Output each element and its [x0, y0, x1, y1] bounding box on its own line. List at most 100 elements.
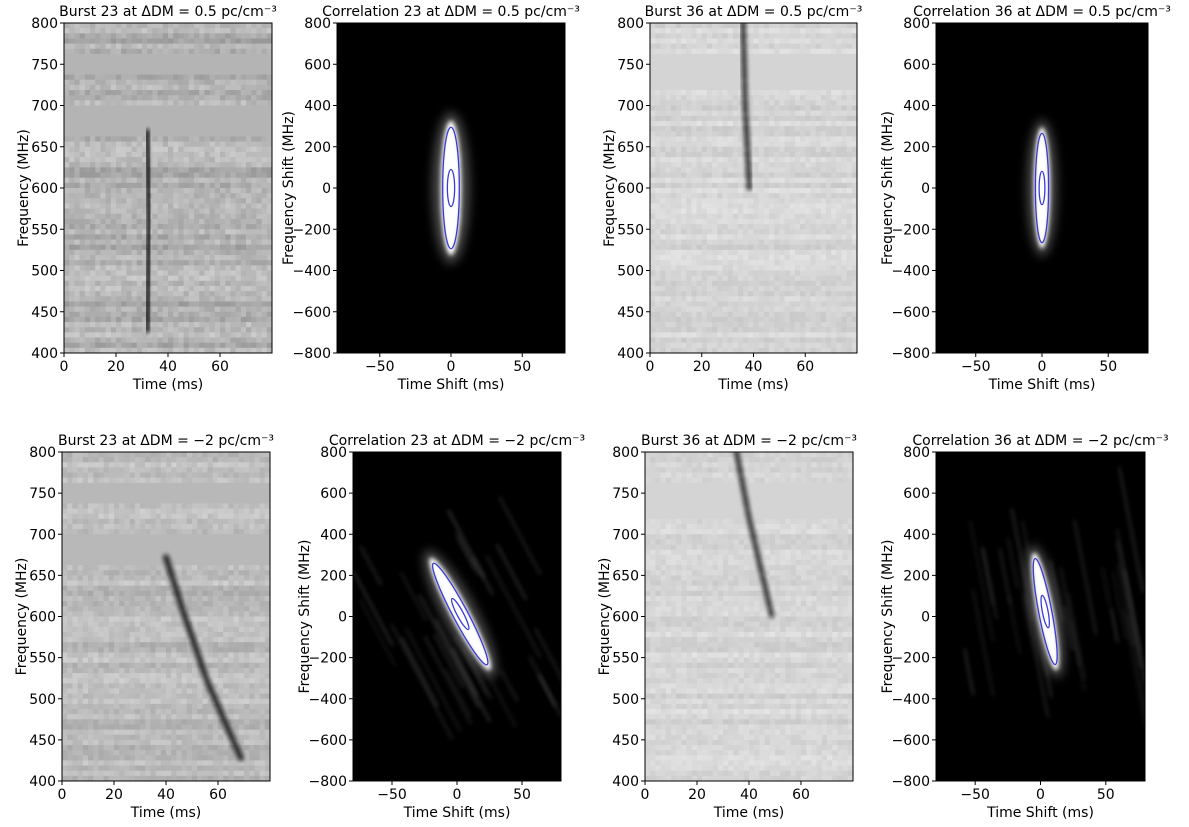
pixel [784, 234, 791, 241]
pixel [732, 327, 739, 333]
pixel [737, 213, 744, 220]
pixel [805, 265, 812, 272]
pixel [209, 255, 216, 261]
pixel [88, 508, 94, 515]
pixel [178, 172, 185, 179]
pixel [717, 193, 724, 199]
pixel [696, 172, 703, 179]
pixel [126, 234, 133, 241]
pixel [162, 249, 169, 256]
pixel [69, 270, 75, 277]
pixel [763, 280, 770, 287]
pixel [748, 255, 755, 261]
pixel [841, 218, 848, 225]
pixel [136, 188, 143, 194]
pixel [230, 90, 237, 96]
pixel [836, 337, 843, 344]
pixel [188, 260, 195, 266]
pixel [140, 472, 146, 479]
pixel [155, 477, 162, 484]
pixel [763, 327, 770, 333]
pixel [686, 316, 692, 323]
pixel [173, 182, 179, 189]
pixel [650, 280, 656, 287]
pixel [836, 347, 843, 353]
pixel [74, 213, 81, 220]
pixel [225, 167, 231, 174]
pixel [162, 74, 169, 81]
pixel [851, 322, 857, 328]
pixel [665, 260, 672, 266]
pixel [220, 332, 226, 339]
pixel [214, 229, 221, 236]
pixel [831, 28, 837, 34]
pixel [209, 172, 216, 179]
pixel [758, 95, 765, 101]
pixel [681, 157, 687, 163]
pixel [794, 255, 801, 261]
pixel [820, 167, 827, 174]
x-tick-label: 50 [513, 359, 531, 375]
masked-band [650, 59, 857, 65]
pixel [831, 234, 837, 241]
pixel [209, 301, 216, 308]
pixel [84, 151, 91, 158]
pixel [116, 249, 122, 256]
pixel [701, 280, 708, 287]
pixel [805, 347, 812, 353]
pixel [121, 167, 127, 174]
pixel [846, 177, 853, 184]
pixel [650, 177, 656, 184]
pixel [64, 306, 70, 313]
pixel [805, 311, 812, 318]
pixel [779, 249, 786, 256]
pixel [178, 33, 185, 40]
pixel [763, 38, 770, 45]
pixel [131, 74, 138, 81]
panel-title: Burst 23 at ΔDM = 0.5 pc/cm⁻³ [59, 4, 277, 20]
pixel [168, 296, 174, 303]
pixel [779, 43, 786, 50]
pixel [769, 141, 775, 148]
pixel [701, 162, 708, 168]
pixel [194, 280, 200, 287]
pixel [851, 301, 857, 308]
pixel [675, 157, 682, 163]
pixel [841, 177, 848, 184]
pixel [779, 311, 786, 318]
pixel [655, 110, 661, 117]
pixel [178, 285, 185, 292]
pixel [74, 244, 81, 251]
pixel [79, 95, 86, 101]
pixel [851, 347, 857, 353]
pixel [841, 126, 848, 132]
pixel [836, 177, 843, 184]
pixel [732, 198, 739, 205]
pixel [90, 275, 96, 282]
pixel [209, 182, 216, 189]
pixel [188, 79, 195, 86]
pixel [188, 95, 195, 101]
pixel [84, 265, 91, 272]
pixel [62, 477, 68, 484]
pixel [136, 296, 143, 303]
pixel [727, 342, 734, 349]
pixel [74, 239, 81, 246]
y-tick-label: 400 [903, 99, 930, 115]
pixel [727, 239, 734, 246]
pixel [825, 157, 832, 163]
pixel [810, 275, 817, 282]
pixel [100, 157, 107, 163]
pixel [789, 203, 796, 210]
pixel [136, 316, 143, 323]
pixel [266, 28, 272, 34]
pixel [696, 120, 703, 127]
pixel [240, 260, 247, 266]
pixel [74, 337, 81, 344]
pixel [246, 100, 252, 107]
pixel [665, 347, 672, 353]
pixel [836, 193, 843, 199]
pixel [763, 285, 770, 292]
pixel [140, 503, 146, 510]
pixel [74, 48, 81, 55]
